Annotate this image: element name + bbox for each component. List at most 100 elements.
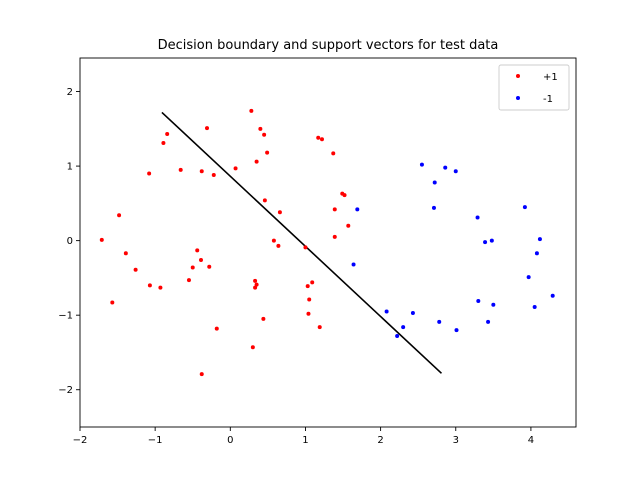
data-point: [453, 169, 458, 174]
x-tick-label: −1: [148, 435, 163, 446]
data-point: [110, 300, 115, 305]
y-tick-label: 2: [67, 87, 73, 98]
data-point: [307, 297, 312, 302]
data-point: [271, 238, 276, 243]
legend: +1 -1: [498, 64, 570, 111]
plot-area: [99, 108, 555, 377]
legend-marker: [516, 96, 520, 100]
data-point: [123, 251, 128, 256]
data-point: [254, 159, 259, 164]
data-point: [432, 180, 437, 185]
data-point: [250, 345, 255, 350]
x-tick-label: 0: [227, 435, 233, 446]
data-point: [332, 234, 337, 239]
decision-boundary-layer: [161, 111, 443, 374]
data-point: [489, 238, 494, 243]
legend-marker: [516, 74, 520, 78]
data-point: [475, 215, 480, 220]
data-point: [158, 285, 163, 290]
data-point: [99, 237, 104, 242]
data-point: [437, 319, 442, 324]
data-point: [254, 282, 259, 287]
data-point: [454, 328, 459, 333]
data-point: [233, 166, 238, 171]
x-tick-label: 2: [377, 435, 383, 446]
data-point: [199, 372, 204, 377]
data-point: [526, 275, 531, 280]
data-point: [550, 293, 555, 298]
data-point: [147, 283, 152, 288]
data-point: [351, 262, 356, 267]
data-point: [276, 243, 281, 248]
data-point: [253, 285, 258, 290]
y-tick-label: −2: [58, 385, 73, 396]
data-point: [319, 137, 324, 142]
data-point: [277, 210, 282, 215]
data-point: [147, 171, 152, 176]
data-point: [317, 325, 322, 330]
y-tick-label: 0: [67, 236, 73, 247]
legend-label: -1: [543, 94, 553, 105]
data-point: [253, 278, 258, 283]
data-point: [331, 151, 336, 156]
data-point: [443, 165, 448, 170]
data-point: [305, 284, 310, 289]
data-point: [186, 278, 191, 283]
data-point: [346, 223, 351, 228]
data-points-layer: [99, 108, 555, 377]
chart-title: Decision boundary and support vectors fo…: [158, 38, 499, 53]
data-point: [198, 258, 203, 263]
data-point: [355, 207, 360, 212]
data-point: [310, 280, 315, 285]
data-point: [342, 193, 347, 198]
data-point: [384, 309, 389, 314]
data-point: [303, 245, 308, 250]
data-point: [199, 169, 204, 174]
data-point: [522, 205, 527, 210]
x-tick-label: 1: [302, 435, 308, 446]
data-point: [161, 140, 166, 145]
data-point: [532, 304, 537, 309]
data-point: [265, 150, 270, 155]
series-negative: [351, 162, 555, 339]
data-point: [316, 135, 321, 140]
legend-label: +1: [543, 72, 558, 83]
data-point: [258, 126, 263, 131]
data-point: [262, 198, 267, 203]
data-point: [117, 213, 122, 218]
decision-boundary-line: [161, 111, 443, 374]
data-point: [401, 325, 406, 330]
data-point: [205, 126, 210, 131]
data-point: [486, 319, 491, 324]
data-point: [214, 326, 219, 331]
data-point: [419, 162, 424, 167]
data-point: [190, 265, 195, 270]
data-point: [395, 334, 400, 339]
data-point: [211, 173, 216, 178]
data-point: [483, 240, 488, 245]
data-point: [207, 264, 212, 269]
data-point: [476, 299, 481, 304]
legend-box: [498, 64, 570, 111]
data-point: [410, 310, 415, 315]
axes-frame: [79, 57, 577, 428]
x-tick-label: 3: [453, 435, 459, 446]
x-tick-label: 4: [528, 435, 534, 446]
data-point: [133, 267, 138, 272]
data-point: [431, 205, 436, 210]
data-point: [306, 311, 311, 316]
data-point: [165, 132, 170, 137]
data-point: [534, 251, 539, 256]
data-point: [332, 207, 337, 212]
data-point: [491, 302, 496, 307]
series-positive: [99, 108, 351, 377]
data-point: [262, 132, 267, 137]
data-point: [195, 248, 200, 253]
y-tick-label: −1: [58, 311, 73, 322]
data-point: [178, 167, 183, 172]
x-tick-label: −2: [73, 435, 88, 446]
axes-layer: −2 −1 0 1 2 3 4 −2 −1 0 1 2: [58, 57, 577, 446]
y-tick-label: 1: [67, 162, 73, 173]
data-point: [249, 108, 254, 113]
